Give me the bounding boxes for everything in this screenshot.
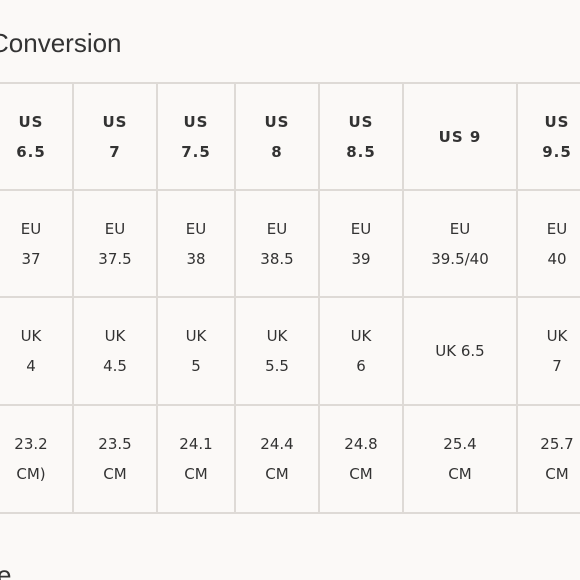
eu-size-cell: EU 39.5/40 bbox=[431, 220, 489, 268]
table-divider bbox=[402, 82, 404, 514]
us-size-cell: US 9 bbox=[438, 128, 482, 146]
cm-length-cell: 23.2 CM) bbox=[14, 435, 48, 483]
eu-size-cell: EU 38.5 bbox=[260, 220, 294, 268]
table-divider bbox=[318, 82, 320, 514]
cm-length-cell: 24.1 CM bbox=[179, 435, 213, 483]
table-divider bbox=[156, 82, 158, 514]
uk-size-cell: UK 4 bbox=[20, 327, 42, 375]
eu-size-cell: EU 37 bbox=[20, 220, 42, 268]
table-divider bbox=[72, 82, 74, 514]
table-divider bbox=[234, 82, 236, 514]
uk-size-cell: UK 5 bbox=[185, 327, 207, 375]
eu-size-cell: EU 40 bbox=[546, 220, 568, 268]
table-rule bbox=[0, 512, 580, 514]
cm-length-cell: 24.8 CM bbox=[344, 435, 378, 483]
uk-size-cell: UK 5.5 bbox=[265, 327, 289, 375]
us-size-cell: US 7.5 bbox=[181, 113, 211, 161]
uk-size-cell: UK 6 bbox=[350, 327, 372, 375]
eu-size-cell: EU 38 bbox=[185, 220, 207, 268]
uk-size-cell: UK 4.5 bbox=[103, 327, 127, 375]
page-title: Conversion bbox=[0, 28, 122, 58]
cm-length-cell: 25.7 CM bbox=[540, 435, 574, 483]
cm-length-cell: 25.4 CM bbox=[443, 435, 477, 483]
next-section-heading: e bbox=[0, 560, 12, 580]
table-divider bbox=[516, 82, 518, 514]
eu-size-cell: EU 37.5 bbox=[98, 220, 132, 268]
table-rule bbox=[0, 296, 580, 298]
table-rule bbox=[0, 189, 580, 191]
uk-size-cell: UK 6.5 bbox=[435, 342, 485, 360]
us-size-cell: US 8.5 bbox=[346, 113, 376, 161]
uk-size-cell: UK 7 bbox=[546, 327, 568, 375]
us-size-cell: US 9.5 bbox=[542, 113, 572, 161]
us-size-cell: US 8 bbox=[264, 113, 290, 161]
cm-length-cell: 23.5 CM bbox=[98, 435, 132, 483]
us-size-cell: US 6.5 bbox=[16, 113, 46, 161]
size-conversion-table: US 6.5 US 7 US 7.5 US 8 US 8.5 US 9 US 9.5 EU 3… bbox=[0, 82, 580, 514]
us-size-cell: US 7 bbox=[102, 113, 128, 161]
table-rule bbox=[0, 404, 580, 406]
table-rule bbox=[0, 82, 580, 84]
cm-length-cell: 24.4 CM bbox=[260, 435, 294, 483]
eu-size-cell: EU 39 bbox=[350, 220, 372, 268]
